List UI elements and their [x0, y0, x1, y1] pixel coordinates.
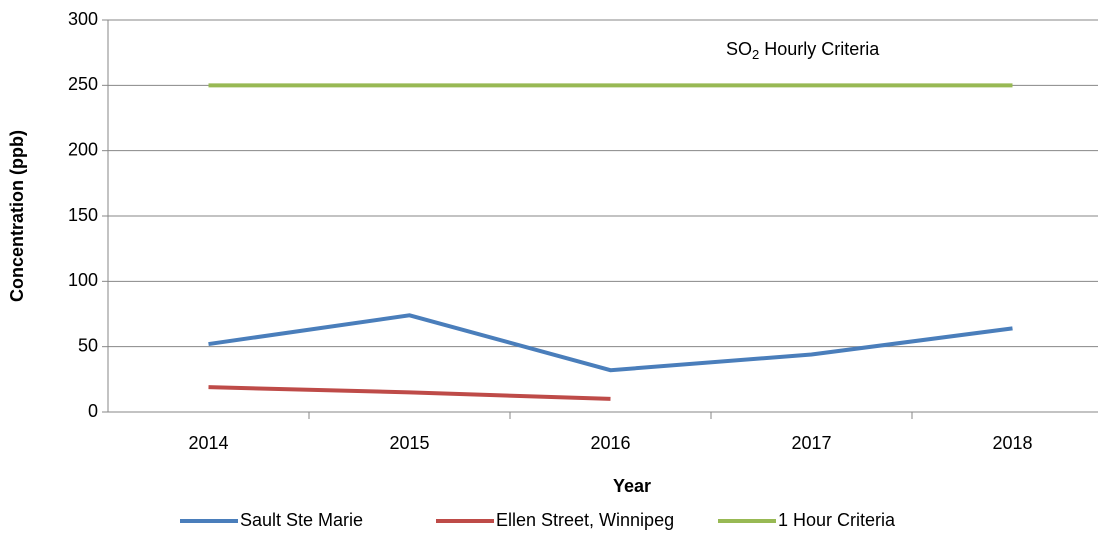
x-tick-label: 2018 [992, 433, 1032, 453]
legend-label: 1 Hour Criteria [778, 510, 896, 530]
y-tick-label: 250 [68, 74, 98, 94]
y-tick-label: 0 [88, 401, 98, 421]
x-axis-title: Year [613, 476, 651, 496]
y-tick-label: 100 [68, 270, 98, 290]
x-tick-label: 2017 [791, 433, 831, 453]
y-tick-label: 200 [68, 139, 98, 159]
x-tick-label: 2016 [590, 433, 630, 453]
line-series [208, 385, 611, 401]
annotation-text: Hourly Criteria [759, 39, 880, 59]
y-tick-label: 50 [78, 335, 98, 355]
y-tick-label: 300 [68, 9, 98, 29]
x-tick-label: 2014 [188, 433, 228, 453]
x-tick-label: 2015 [389, 433, 429, 453]
annotation: SO2 Hourly Criteria [726, 39, 880, 63]
line-series [208, 313, 1013, 373]
y-tick-label: 150 [68, 205, 98, 225]
legend-label: Sault Ste Marie [240, 510, 363, 530]
annotation-subscript: 2 [752, 47, 759, 62]
y-axis-title: Concentration (ppb) [7, 130, 27, 302]
legend-label: Ellen Street, Winnipeg [496, 510, 674, 530]
annotation-text: SO [726, 39, 752, 59]
